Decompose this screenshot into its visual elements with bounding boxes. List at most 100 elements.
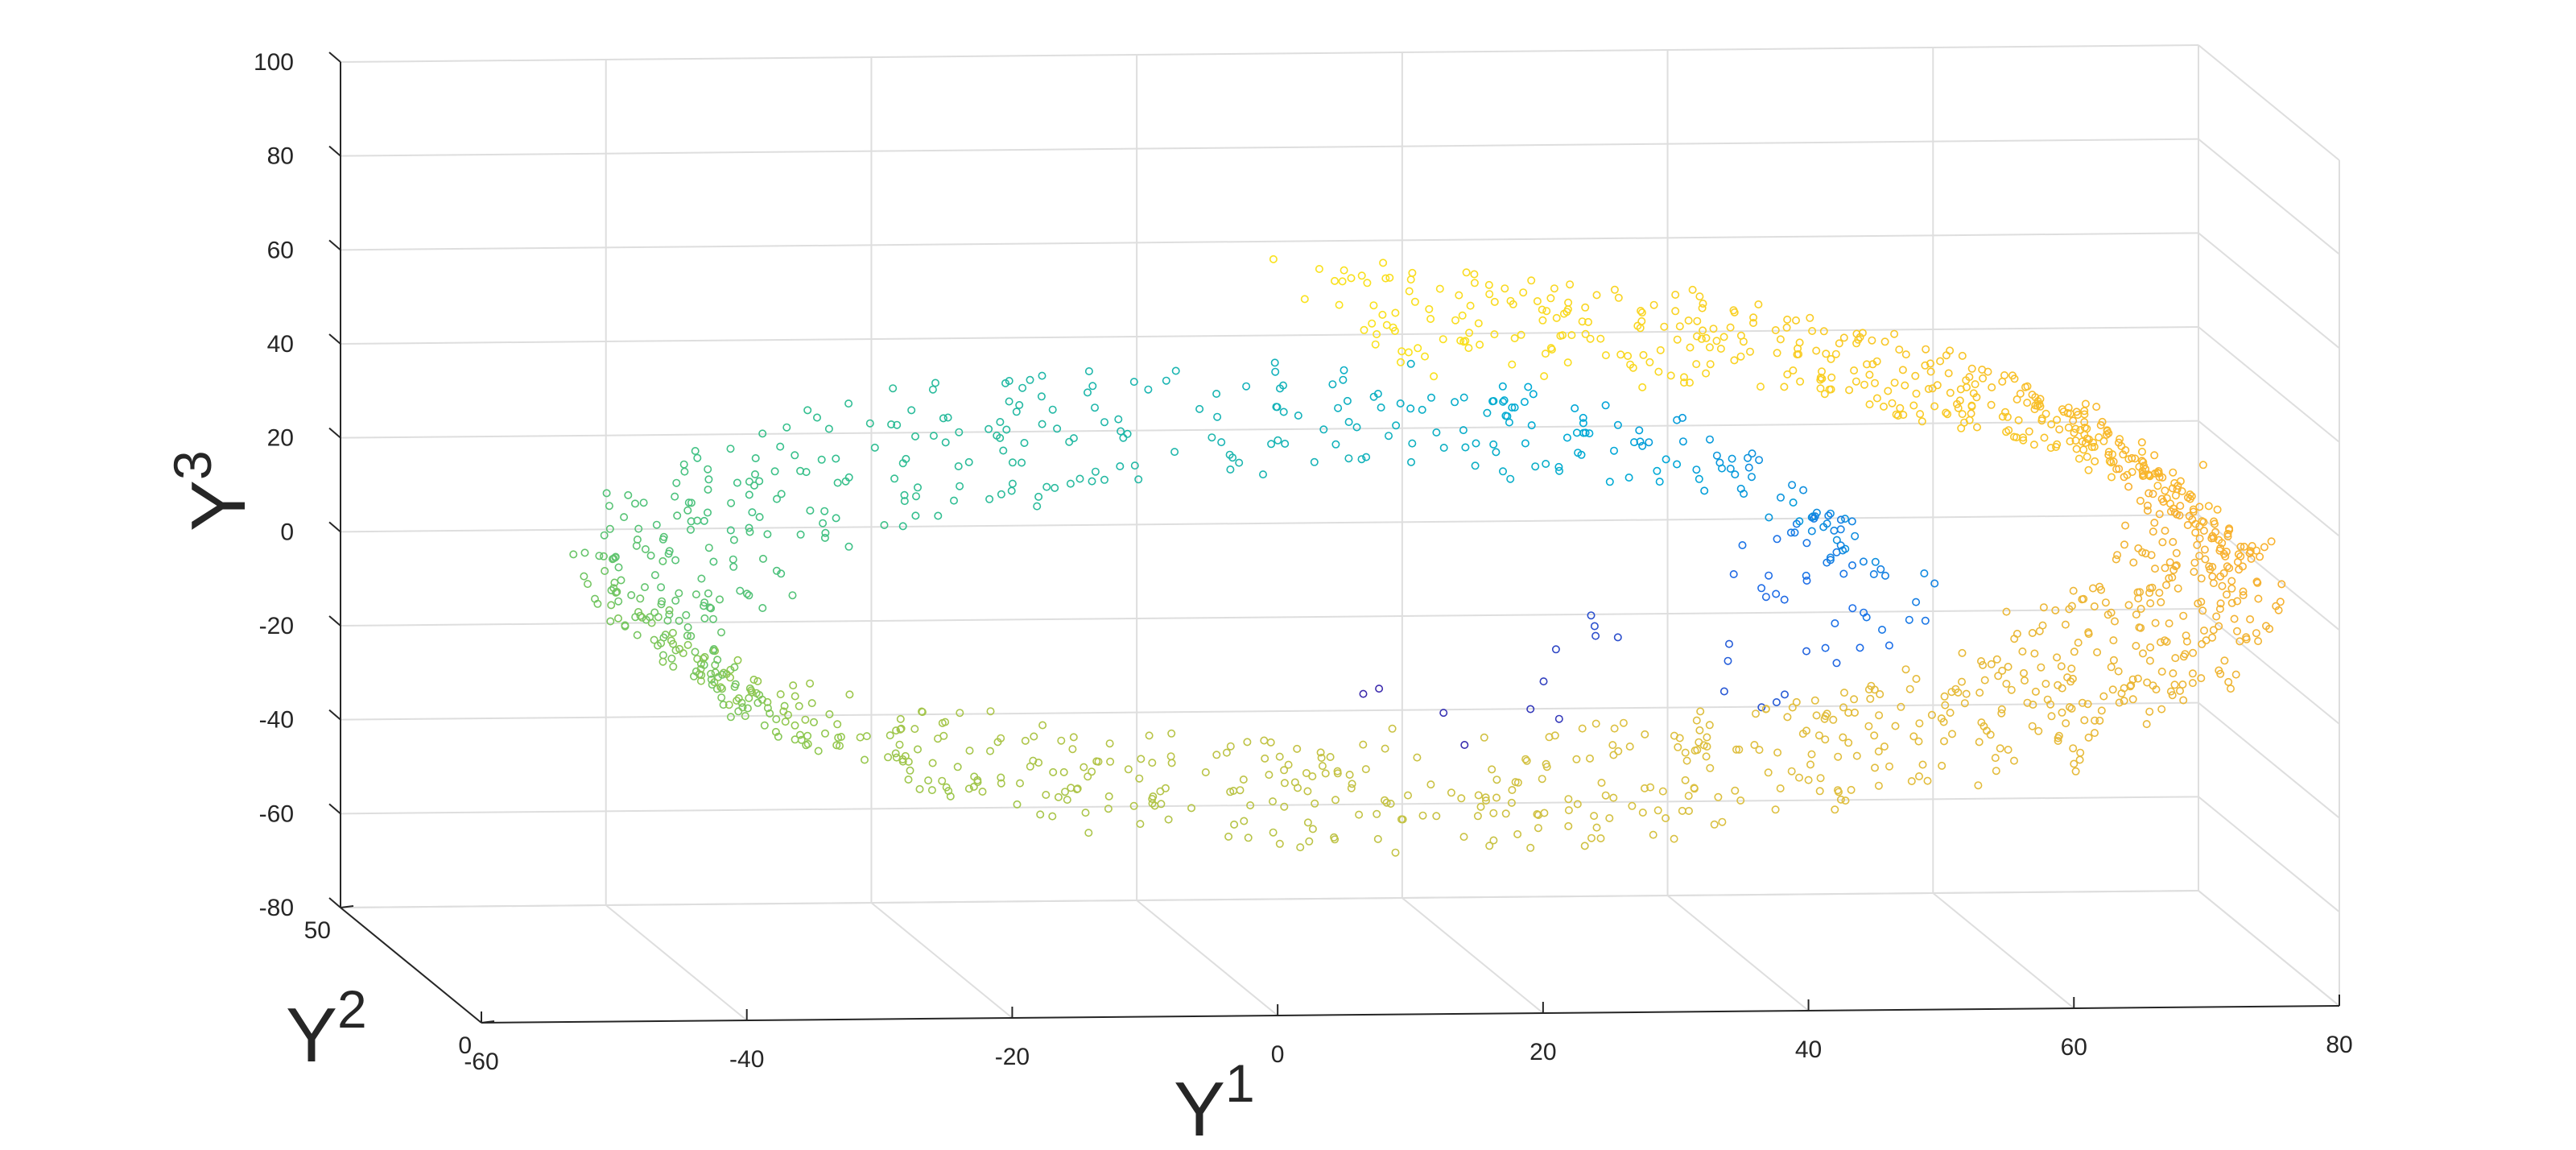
data-point: [730, 682, 739, 691]
data-point: [1280, 802, 1289, 811]
data-point: [2067, 664, 2076, 673]
data-point: [2234, 550, 2243, 559]
data-point: [1063, 796, 1071, 805]
data-point: [2247, 554, 2256, 563]
data-point: [1119, 433, 1128, 442]
data-point: [1269, 797, 1278, 806]
data-point: [2072, 445, 2081, 453]
data-point: [1592, 291, 1601, 300]
data-point: [1782, 323, 1791, 332]
data-point: [2248, 541, 2256, 550]
data-point: [1825, 385, 1834, 394]
y-axis-line: [340, 907, 482, 1024]
data-point: [1695, 292, 1704, 301]
data-point: [814, 747, 823, 755]
data-point: [2029, 441, 2038, 449]
data-point: [2161, 526, 2169, 535]
data-point: [1880, 742, 1889, 751]
data-point: [2265, 624, 2274, 633]
data-point: [1500, 396, 1509, 405]
data-point: [593, 599, 602, 608]
data-point: [1692, 465, 1701, 474]
data-point: [2208, 572, 2217, 581]
data-point: [753, 676, 762, 685]
z-tick-mark: [328, 803, 341, 815]
data-point: [2200, 545, 2209, 554]
data-point: [1388, 724, 1397, 733]
data-point: [1901, 350, 1910, 359]
data-point: [2197, 674, 2206, 683]
data-point: [776, 690, 785, 699]
data-point: [1967, 364, 1976, 373]
data-point: [2169, 468, 2178, 477]
data-point: [1069, 733, 1078, 742]
data-point: [1847, 785, 1856, 794]
data-point: [1635, 426, 1644, 435]
data-point: [2084, 630, 2093, 639]
data-point: [1844, 738, 1853, 747]
data-point: [1771, 325, 1780, 334]
data-point: [1373, 329, 1381, 338]
data-point: [1016, 779, 1025, 788]
data-point: [727, 498, 736, 507]
z-tick-mark: [328, 145, 341, 157]
data-point: [924, 776, 933, 785]
data-point: [1829, 715, 1838, 724]
data-point: [1457, 794, 1466, 803]
data-point: [1432, 812, 1441, 821]
data-point: [1940, 737, 1949, 746]
data-point: [1381, 796, 1389, 805]
data-point: [791, 451, 799, 460]
data-point: [613, 614, 622, 623]
data-point: [791, 692, 799, 701]
data-point: [1303, 818, 1312, 827]
data-point: [1385, 273, 1394, 282]
data-point: [1092, 757, 1101, 766]
data-point: [700, 614, 709, 623]
data-point: [1673, 460, 1682, 469]
data-point: [1474, 319, 1483, 328]
data-point: [782, 423, 791, 432]
data-point: [1921, 616, 1930, 625]
data-point: [2101, 598, 2110, 607]
data-point: [1033, 502, 1042, 511]
data-point: [1317, 753, 1326, 762]
data-point: [2066, 436, 2074, 445]
data-point: [1473, 812, 1482, 821]
data-point: [2223, 590, 2231, 599]
data-point: [915, 784, 924, 793]
data-point: [1459, 393, 1468, 402]
data-point: [1749, 313, 1758, 322]
data-point: [1529, 390, 1538, 399]
data-point: [1555, 466, 1564, 475]
data-point: [1967, 409, 1975, 418]
data-point: [1736, 796, 1745, 805]
data-point: [1517, 330, 1525, 339]
data-point: [1918, 417, 1926, 426]
data-point: [1308, 771, 1317, 780]
data-point: [1499, 397, 1508, 406]
data-point: [2186, 494, 2194, 503]
data-point: [1958, 410, 1967, 419]
data-point: [856, 733, 865, 742]
data-point: [2075, 755, 2084, 764]
data-point: [1084, 366, 1093, 375]
data-point: [1609, 751, 1618, 759]
data-point: [1018, 383, 1027, 392]
data-point: [763, 530, 772, 539]
data-point: [2136, 496, 2145, 505]
data-point: [964, 784, 973, 793]
data-point: [758, 429, 767, 438]
data-point: [1542, 307, 1551, 316]
data-point: [1564, 795, 1573, 804]
grid-line-floor-x: [1932, 892, 2074, 1009]
data-point: [726, 713, 735, 722]
data-point: [1681, 748, 1690, 757]
data-point: [2001, 407, 2010, 416]
data-point: [1381, 744, 1389, 753]
data-point: [1974, 781, 1983, 790]
data-point: [1695, 474, 1703, 483]
data-point: [2141, 549, 2150, 558]
data-point: [2176, 502, 2185, 511]
data-point: [633, 631, 642, 639]
